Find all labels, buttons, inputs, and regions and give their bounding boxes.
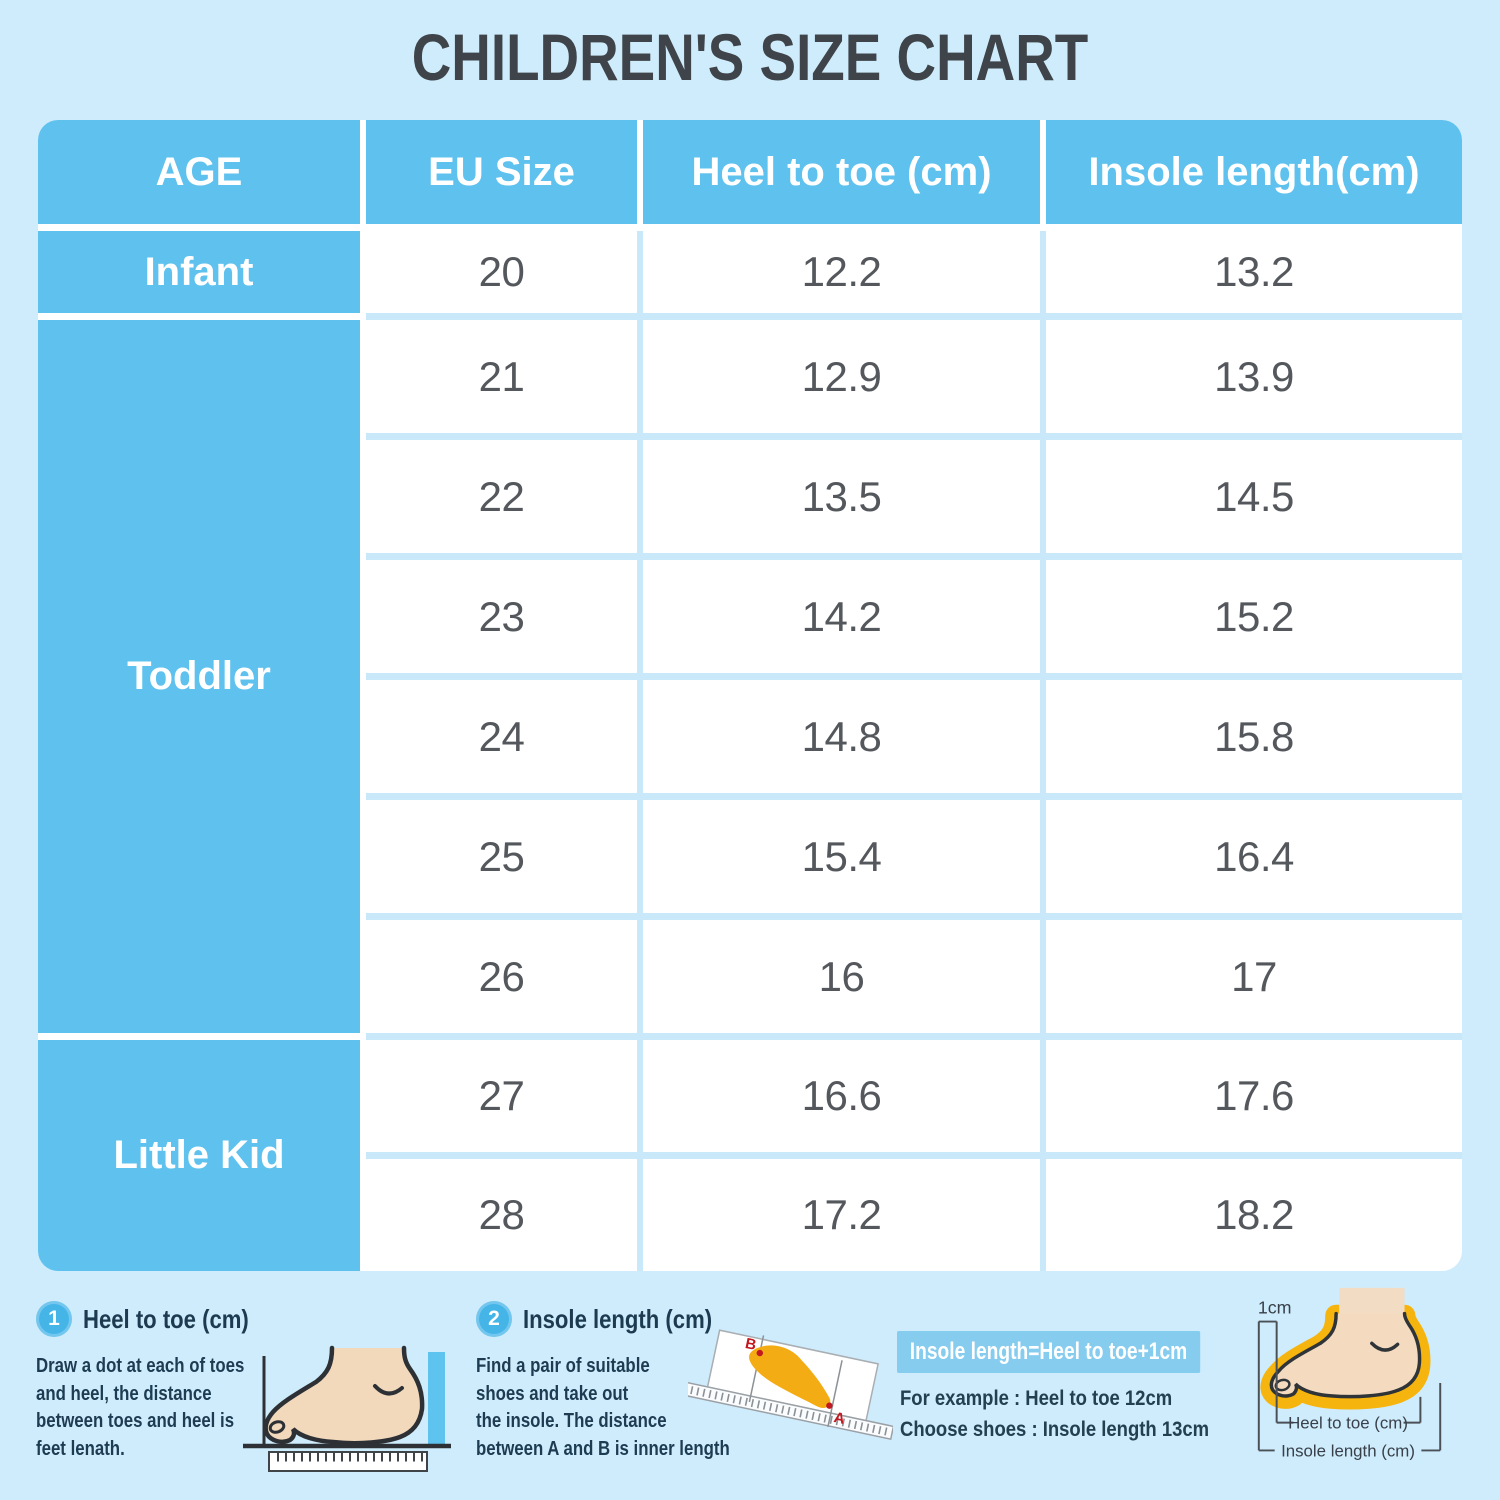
step2-title: Insole length (cm) [523, 1303, 713, 1334]
cell-eu: 22 [366, 440, 637, 553]
cell-insole: 14.5 [1046, 440, 1462, 553]
table-row: 28 17.2 18.2 [366, 1159, 1462, 1271]
toenail [268, 1420, 286, 1434]
insole-bracket [1258, 1383, 1442, 1452]
table-row: 21 12.9 13.9 [366, 320, 1462, 433]
cell-heel: 15.4 [643, 800, 1040, 913]
foot-shape [265, 1348, 423, 1444]
cell-heel: 16.6 [643, 1040, 1040, 1152]
page-title: CHILDREN'S SIZE CHART [411, 20, 1089, 94]
table-row: 22 13.5 14.5 [366, 440, 1462, 553]
ruler [688, 1379, 893, 1441]
foot-insole-diagram: 1cm Heel to toe (cm) Insole length (cm) [1257, 1287, 1442, 1460]
cell-eu: 20 [366, 231, 637, 313]
step1-body: Draw a dot at each of toes and heel, the… [36, 1354, 245, 1460]
cell-insole: 13.2 [1046, 231, 1462, 313]
foot-shape [1271, 1313, 1420, 1397]
header-heel-to-toe: Heel to toe (cm) [643, 120, 1040, 224]
cell-eu: 27 [366, 1040, 637, 1152]
cell-heel: 12.2 [643, 231, 1040, 313]
cell-heel: 14.8 [643, 680, 1040, 793]
cell-heel: 13.5 [643, 440, 1040, 553]
age-group-infant: Infant [38, 231, 360, 313]
ruler-ticks [688, 1383, 891, 1437]
point-b-dot [756, 1349, 763, 1357]
cell-heel: 17.2 [643, 1159, 1040, 1271]
cell-eu: 23 [366, 560, 637, 673]
table-header-row: EU Size Heel to toe (cm) Insole length(c… [366, 120, 1462, 224]
size-table: AGE Infant Toddler Little Kid EU Size He… [38, 120, 1462, 1271]
left-measure-lines [1257, 1320, 1278, 1451]
cell-eu: 25 [366, 800, 637, 913]
step1-title: Heel to toe (cm) [83, 1303, 249, 1334]
cell-eu: 28 [366, 1159, 637, 1271]
step2-heading: 2 Insole length (cm) [476, 1301, 745, 1337]
table-row: 24 14.8 15.8 [366, 680, 1462, 793]
age-group-little-kid: Little Kid [38, 1040, 360, 1271]
foot-outline [1269, 1311, 1422, 1399]
foot-outline [263, 1345, 425, 1446]
age-group-toddler: Toddler [38, 320, 360, 1033]
cell-heel: 16 [643, 920, 1040, 1033]
table-row: 27 16.6 17.6 [366, 1040, 1462, 1152]
cell-eu: 24 [366, 680, 637, 793]
table-row: 20 12.2 13.2 [366, 231, 1462, 313]
step2-badge: 2 [476, 1301, 512, 1337]
header-eu-size: EU Size [366, 120, 637, 224]
values-area: EU Size Heel to toe (cm) Insole length(c… [366, 120, 1462, 1271]
cell-insole: 17 [1046, 920, 1462, 1033]
measure-lines [1257, 1320, 1442, 1452]
ankle-notch [1370, 1341, 1400, 1352]
formula-highlight: Insole length=Heel to toe+1cm [897, 1331, 1201, 1373]
table-row: 23 14.2 15.2 [366, 560, 1462, 673]
example-line-1: For example : Heel to toe 12cm [900, 1387, 1173, 1410]
cell-insole: 15.2 [1046, 560, 1462, 673]
cell-insole: 15.8 [1046, 680, 1462, 793]
step2-body: Find a pair of suitable shoes and take o… [476, 1354, 730, 1460]
age-column: AGE Infant Toddler Little Kid [38, 120, 366, 1271]
example-line-2: Choose shoes : Insole length 13cm [900, 1418, 1210, 1441]
cell-eu: 21 [366, 320, 637, 433]
ruler [268, 1451, 428, 1472]
point-b-label: B [744, 1335, 758, 1354]
one-cm-label: 1cm [1258, 1298, 1292, 1318]
header-insole-length: Insole length(cm) [1046, 120, 1462, 224]
foot-measure-illustration [243, 1345, 451, 1472]
cell-heel: 14.2 [643, 560, 1040, 673]
cell-insole: 16.4 [1046, 800, 1462, 913]
cell-eu: 26 [366, 920, 637, 1033]
insole-shape [749, 1345, 831, 1408]
table-body: 20 12.2 13.2 21 12.9 13.9 22 13.5 14.5 2… [366, 231, 1462, 1271]
insole-length-label: Insole length (cm) [1281, 1441, 1415, 1460]
heel-bracket [1276, 1396, 1422, 1424]
cell-insole: 17.6 [1046, 1040, 1462, 1152]
point-a-dot [826, 1402, 833, 1409]
formula-examples: For example : Heel to toe 12cm Choose sh… [900, 1383, 1209, 1445]
heel-to-toe-label: Heel to toe (cm) [1288, 1414, 1408, 1433]
step1-badge: 1 [36, 1301, 72, 1337]
step1-heading: 1 Heel to toe (cm) [36, 1301, 278, 1337]
ankle-notch [373, 1384, 404, 1396]
header-age: AGE [38, 120, 360, 224]
heel-wall [428, 1352, 445, 1446]
cell-heel: 12.9 [643, 320, 1040, 433]
a-line [827, 1360, 843, 1427]
point-a-label: A [832, 1409, 846, 1428]
table-row: 26 16 17 [366, 920, 1462, 1033]
insole-measure-illustration: B A [688, 1329, 893, 1441]
cell-insole: 13.9 [1046, 320, 1462, 433]
cell-insole: 18.2 [1046, 1159, 1462, 1271]
table-row: 25 15.4 16.4 [366, 800, 1462, 913]
